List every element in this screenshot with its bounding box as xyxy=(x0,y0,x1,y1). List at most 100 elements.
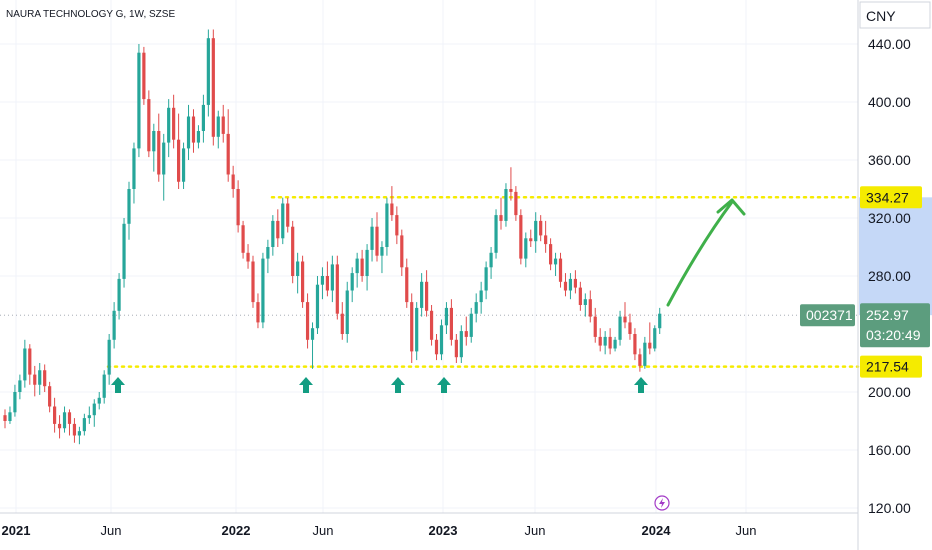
candle xyxy=(504,183,508,227)
candle xyxy=(117,273,121,320)
candle xyxy=(558,252,563,288)
candle xyxy=(142,46,146,105)
candle xyxy=(236,180,240,233)
x-tick-label: 2021 xyxy=(2,523,31,538)
candle xyxy=(658,307,662,334)
candle xyxy=(429,305,434,346)
candle xyxy=(77,426,81,445)
candle xyxy=(97,392,101,410)
candle-body xyxy=(8,412,12,421)
candle-body xyxy=(593,316,597,337)
candle-body xyxy=(256,302,260,323)
candle-body xyxy=(464,331,468,337)
candle xyxy=(87,406,91,424)
candle-body xyxy=(603,336,607,346)
candle xyxy=(489,247,493,279)
candle xyxy=(638,348,642,372)
y-tick-label: 280.00 xyxy=(868,268,911,284)
candle-body xyxy=(276,220,280,239)
candle xyxy=(588,290,592,323)
x-tick-label: Jun xyxy=(736,523,757,538)
candle-body xyxy=(38,370,42,385)
candle xyxy=(8,406,12,424)
candle-body xyxy=(439,325,444,355)
candle-body xyxy=(291,226,295,276)
candle xyxy=(395,206,399,245)
candle-body xyxy=(350,273,354,291)
candle-body xyxy=(28,348,32,375)
candle-body xyxy=(638,354,642,366)
candle xyxy=(82,413,86,436)
candle xyxy=(514,186,518,221)
candle-body xyxy=(335,264,339,314)
candle-body xyxy=(623,316,627,323)
candle xyxy=(53,397,57,433)
candle-body xyxy=(72,423,77,436)
last-price-tag: 252.97 03:20:49 xyxy=(860,303,930,348)
candle-body xyxy=(405,267,409,303)
candle-body xyxy=(563,281,568,291)
candle xyxy=(464,316,468,346)
candle-body xyxy=(449,307,453,340)
candle xyxy=(534,212,538,253)
candle-body xyxy=(633,334,637,355)
candle-body xyxy=(365,249,369,276)
last-price-label: 252.97 xyxy=(866,307,909,323)
candle xyxy=(221,104,225,143)
candle-body xyxy=(415,307,419,352)
candle-body xyxy=(62,412,67,429)
candle-body xyxy=(43,370,47,387)
candle xyxy=(370,218,374,262)
currency-box[interactable] xyxy=(859,1,931,29)
candle-body xyxy=(360,258,364,276)
candle xyxy=(355,252,359,288)
candle-body xyxy=(429,310,434,340)
candle xyxy=(544,220,548,253)
candle xyxy=(127,181,131,240)
candle-body xyxy=(529,238,533,242)
candle-body xyxy=(48,386,52,407)
candle xyxy=(206,29,210,117)
candle-body xyxy=(181,148,186,182)
last-price-bg xyxy=(860,303,930,348)
candle-body xyxy=(410,302,414,352)
candle-body xyxy=(390,203,394,216)
candle xyxy=(13,384,17,417)
candle xyxy=(568,273,573,300)
candle xyxy=(469,307,473,343)
candle-body xyxy=(549,244,553,265)
candle xyxy=(48,381,52,413)
candle-body xyxy=(400,235,404,268)
candle-body xyxy=(598,336,602,346)
time-axis[interactable]: 2021 Jun 2022 Jun 2023 Jun 2024 Jun xyxy=(0,512,858,538)
candle-body xyxy=(92,403,96,416)
candle-body xyxy=(315,284,320,329)
candle xyxy=(196,125,201,149)
candle xyxy=(112,302,116,349)
candle-body xyxy=(558,258,563,282)
candle xyxy=(92,399,96,427)
candle xyxy=(633,328,637,361)
candle xyxy=(152,123,156,172)
candle-body xyxy=(132,148,136,189)
price-axis[interactable]: 440.00 400.00 360.00 320.00 280.00 200.00 160.… xyxy=(868,36,911,516)
candle xyxy=(43,364,47,392)
grid xyxy=(0,0,858,513)
candle-body xyxy=(320,276,325,285)
candle xyxy=(271,215,275,256)
candle-body xyxy=(643,342,647,366)
candle xyxy=(172,94,176,149)
candle-body xyxy=(147,99,151,152)
candle xyxy=(181,142,186,189)
candle xyxy=(474,293,478,323)
candle-body xyxy=(544,235,548,245)
candle-body xyxy=(519,215,523,259)
candle xyxy=(380,241,384,274)
up-arrow-icon xyxy=(111,377,125,393)
candle xyxy=(444,302,449,334)
candle xyxy=(226,109,230,182)
candle xyxy=(623,302,627,329)
candle xyxy=(618,310,622,346)
